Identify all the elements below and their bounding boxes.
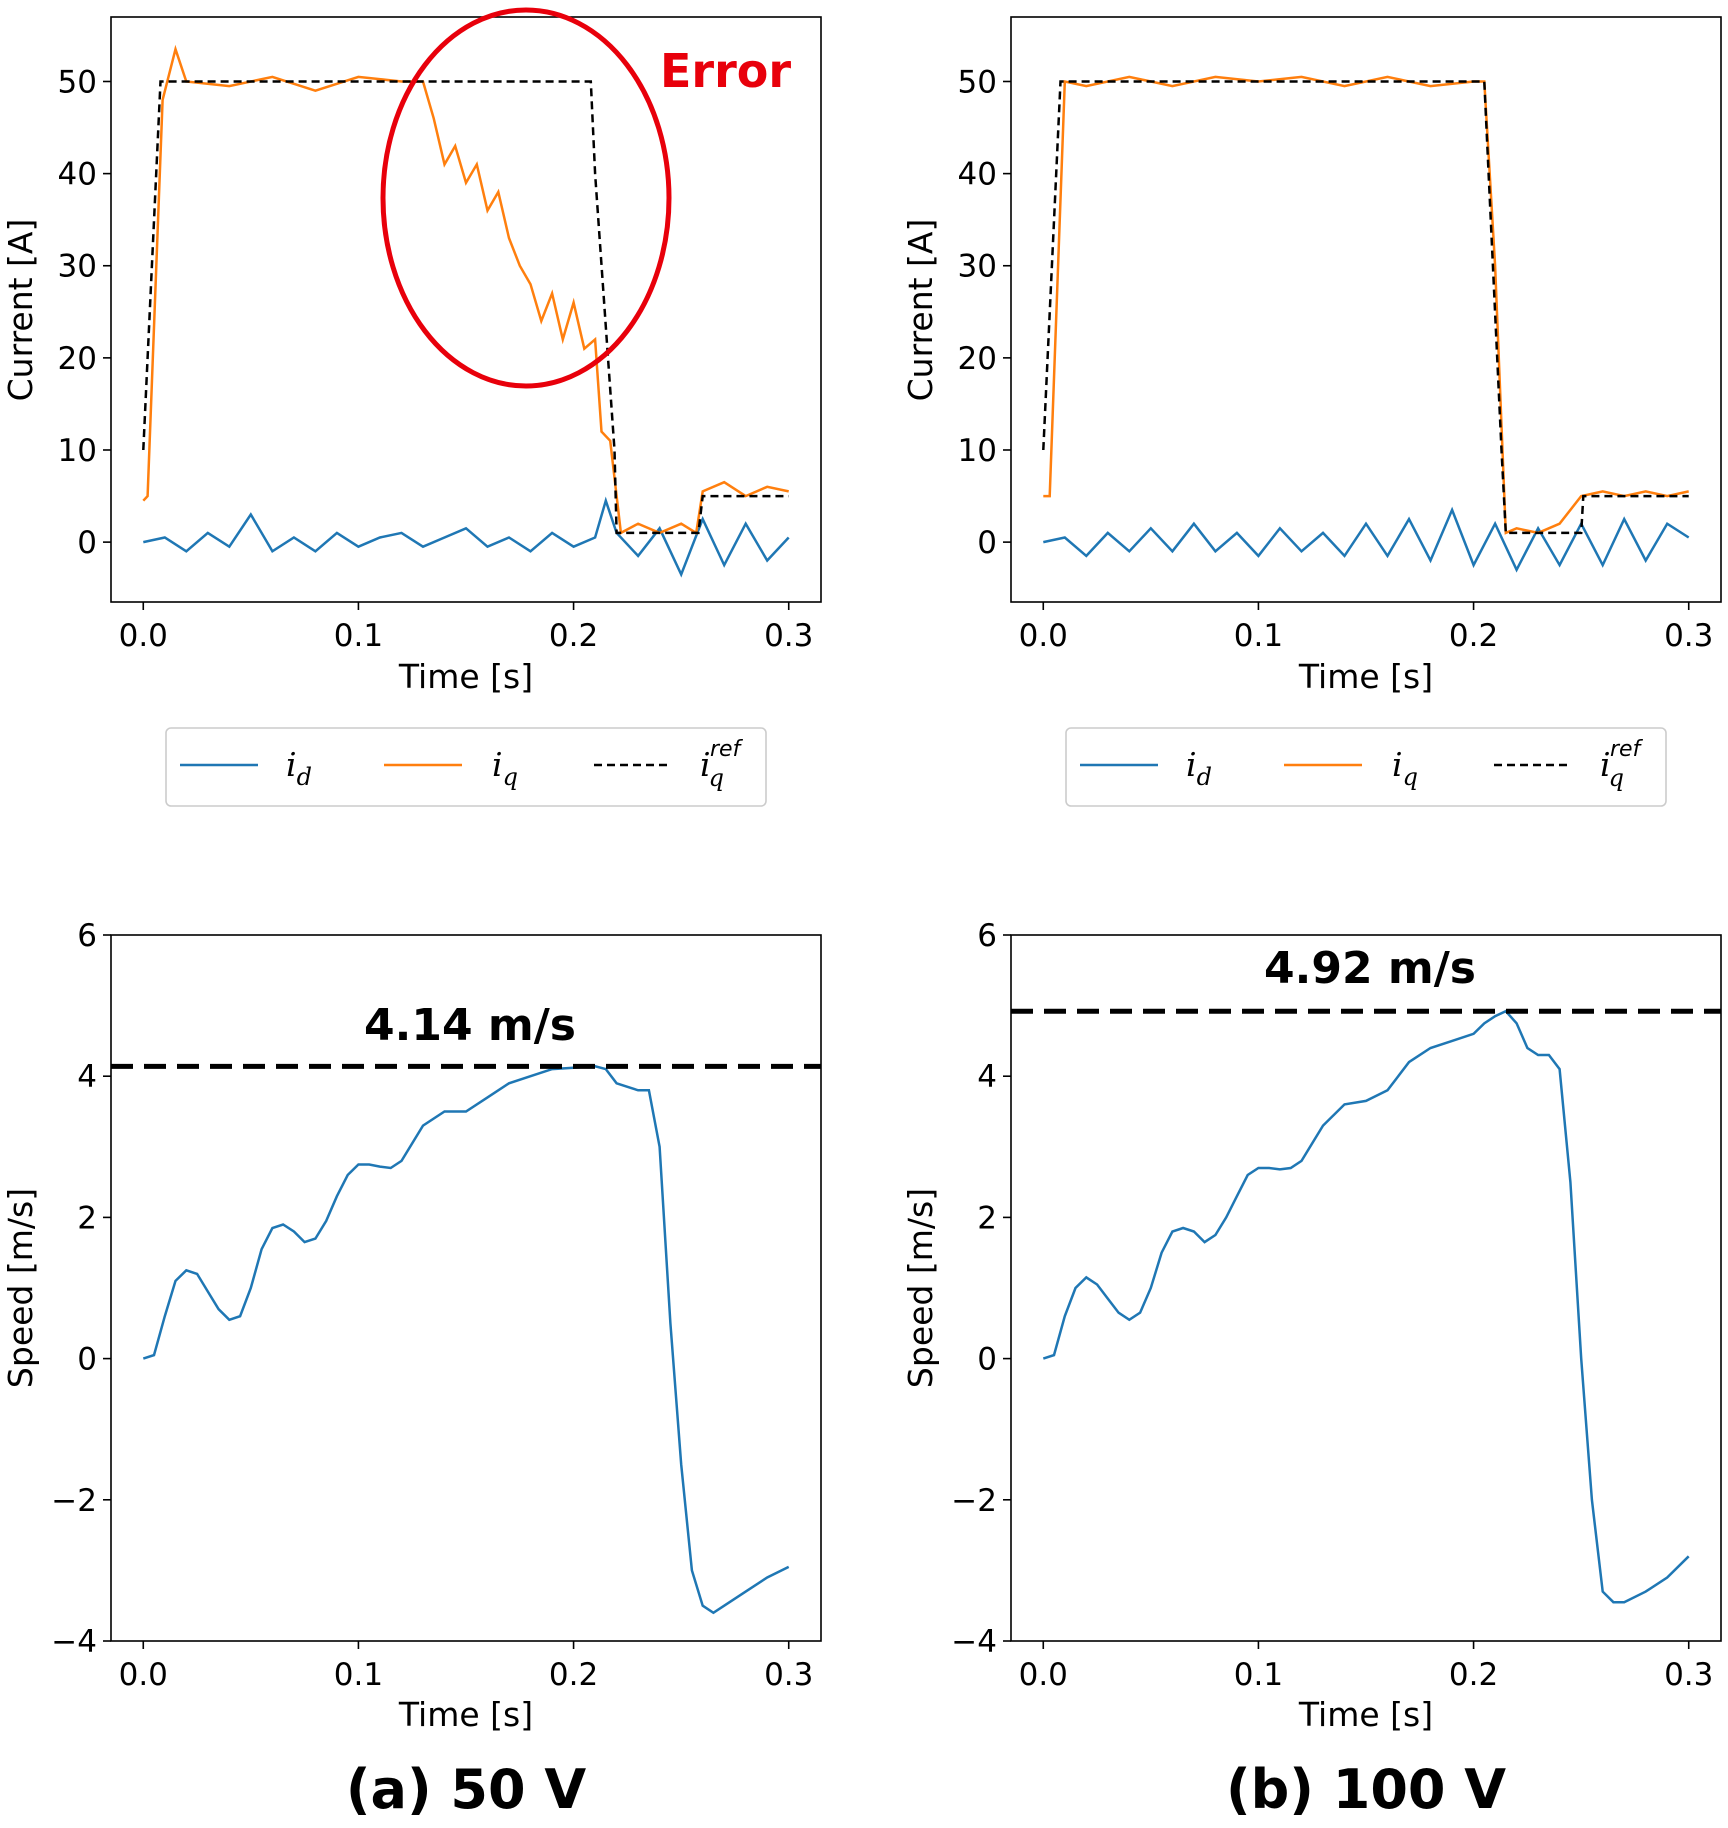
- legend-frame: [165, 727, 767, 807]
- y-tick-label: 10: [958, 433, 997, 469]
- legend-label-id: id: [1186, 745, 1212, 791]
- x-axis-label: Time [s]: [398, 657, 533, 696]
- plot-current-50v: 0.0 0.1 0.2 0.3 0 10 20 30 40 50 Time [s] Curren…: [1, 7, 822, 696]
- max-speed-annotation: 4.14 m/s: [364, 1000, 576, 1051]
- y-tick-label: 20: [58, 341, 97, 377]
- y-tick-label: −2: [51, 1483, 97, 1519]
- y-tick-label: 6: [77, 918, 97, 954]
- series-line-id: [1043, 506, 1690, 573]
- y-tick-label: 40: [958, 157, 997, 193]
- plot-speed-50v: 0.0 0.1 0.2 0.3 −4 −2 0 2 4 6 Time [s] Speed [m/…: [1, 918, 822, 1734]
- y-tick-label: 0: [77, 525, 97, 561]
- x-axis-label: Time [s]: [1298, 1695, 1433, 1734]
- axes-frame: [110, 16, 822, 603]
- x-tick-label: 0.1: [1234, 1657, 1283, 1693]
- x-tick-label: 0.1: [1234, 618, 1283, 654]
- x-ticks: 0.0 0.1 0.2 0.3: [1019, 602, 1713, 654]
- y-ticks: 0 10 20 30 40 50: [58, 64, 111, 561]
- legend-label-iq: iq: [1392, 745, 1418, 791]
- x-tick-label: 0.2: [1449, 1657, 1498, 1693]
- y-tick-label: −4: [951, 1624, 997, 1660]
- series-line-speed: [142, 1065, 790, 1615]
- legend-current-50v: id iq iqref: [165, 727, 767, 807]
- series-line-id: [143, 496, 790, 578]
- y-tick-label: 10: [58, 433, 97, 469]
- y-ticks: 0 10 20 30 40 50: [958, 64, 1011, 561]
- y-tick-label: −2: [951, 1483, 997, 1519]
- y-tick-label: 40: [58, 157, 97, 193]
- legend-label-iq-ref: iqref: [700, 737, 744, 792]
- plot-area: [142, 44, 790, 578]
- x-ticks: 0.0 0.1 0.2 0.3: [119, 602, 813, 654]
- axes-frame: [110, 934, 822, 1642]
- y-axis-label: Speed [m/s]: [1, 1188, 40, 1388]
- error-ellipse: [380, 7, 672, 389]
- x-tick-label: 0.3: [1664, 618, 1713, 654]
- series-line-iq: [1043, 75, 1689, 535]
- y-tick-label: 0: [977, 525, 997, 561]
- x-tick-label: 0.3: [764, 618, 813, 654]
- x-tick-label: 0.2: [549, 1657, 598, 1693]
- legend-label-iq: iq: [492, 745, 518, 791]
- y-tick-label: −4: [51, 1624, 97, 1660]
- series-line-iq-ref: [142, 80, 789, 535]
- y-tick-label: 4: [77, 1059, 97, 1095]
- plot-speed-100v: 0.0 0.1 0.2 0.3 −4 −2 0 2 4 6 Time [s] Speed [m/…: [901, 918, 1722, 1734]
- y-tick-label: 4: [977, 1059, 997, 1095]
- series-line-speed: [1042, 1009, 1690, 1604]
- y-tick-label: 50: [58, 64, 97, 100]
- series-line-iq: [142, 44, 789, 535]
- x-ticks: 0.0 0.1 0.2 0.3: [119, 1641, 813, 1693]
- x-tick-label: 0.0: [1019, 618, 1068, 654]
- y-axis-label: Current [A]: [901, 219, 940, 402]
- legend-label-id: id: [286, 745, 312, 791]
- error-annotation: Error: [660, 44, 791, 98]
- plot-area: [1042, 1009, 1690, 1604]
- x-ticks: 0.0 0.1 0.2 0.3: [1019, 1641, 1713, 1693]
- legend-current-100v: id iq iqref: [1065, 727, 1667, 807]
- x-tick-label: 0.3: [1664, 1657, 1713, 1693]
- x-axis-label: Time [s]: [398, 1695, 533, 1734]
- y-ticks: −4 −2 0 2 4 6: [951, 918, 1011, 1660]
- y-tick-label: 30: [958, 249, 997, 285]
- x-tick-label: 0.0: [1019, 1657, 1068, 1693]
- x-tick-label: 0.1: [334, 618, 383, 654]
- y-tick-label: 6: [977, 918, 997, 954]
- caption-50v: (a) 50 V: [346, 1758, 587, 1821]
- y-tick-label: 30: [58, 249, 97, 285]
- x-tick-label: 0.3: [764, 1657, 813, 1693]
- legend-frame: [1065, 727, 1667, 807]
- x-tick-label: 0.2: [549, 618, 598, 654]
- legend-label-iq-ref: iqref: [1600, 737, 1644, 792]
- y-tick-label: 50: [958, 64, 997, 100]
- series-line-iq-ref: [1042, 80, 1689, 535]
- axes-frame: [1010, 16, 1722, 603]
- x-tick-label: 0.0: [119, 1657, 168, 1693]
- max-speed-annotation: 4.92 m/s: [1264, 943, 1476, 994]
- caption-100v: (b) 100 V: [1226, 1758, 1506, 1821]
- x-tick-label: 0.0: [119, 618, 168, 654]
- x-axis-label: Time [s]: [1298, 657, 1433, 696]
- y-tick-label: 2: [77, 1200, 97, 1236]
- x-tick-label: 0.1: [334, 1657, 383, 1693]
- plot-area: [142, 1065, 790, 1615]
- y-tick-label: 20: [958, 341, 997, 377]
- y-tick-label: 0: [977, 1342, 997, 1378]
- y-tick-label: 2: [977, 1200, 997, 1236]
- y-ticks: −4 −2 0 2 4 6: [51, 918, 111, 1660]
- plot-area: [1042, 75, 1690, 573]
- y-axis-label: Speed [m/s]: [901, 1188, 940, 1388]
- y-tick-label: 0: [77, 1342, 97, 1378]
- x-tick-label: 0.2: [1449, 618, 1498, 654]
- plot-current-100v: 0.0 0.1 0.2 0.3 0 10 20 30 40 50 Time [s] Curren…: [901, 16, 1722, 696]
- y-axis-label: Current [A]: [1, 219, 40, 402]
- axes-frame: [1010, 934, 1722, 1642]
